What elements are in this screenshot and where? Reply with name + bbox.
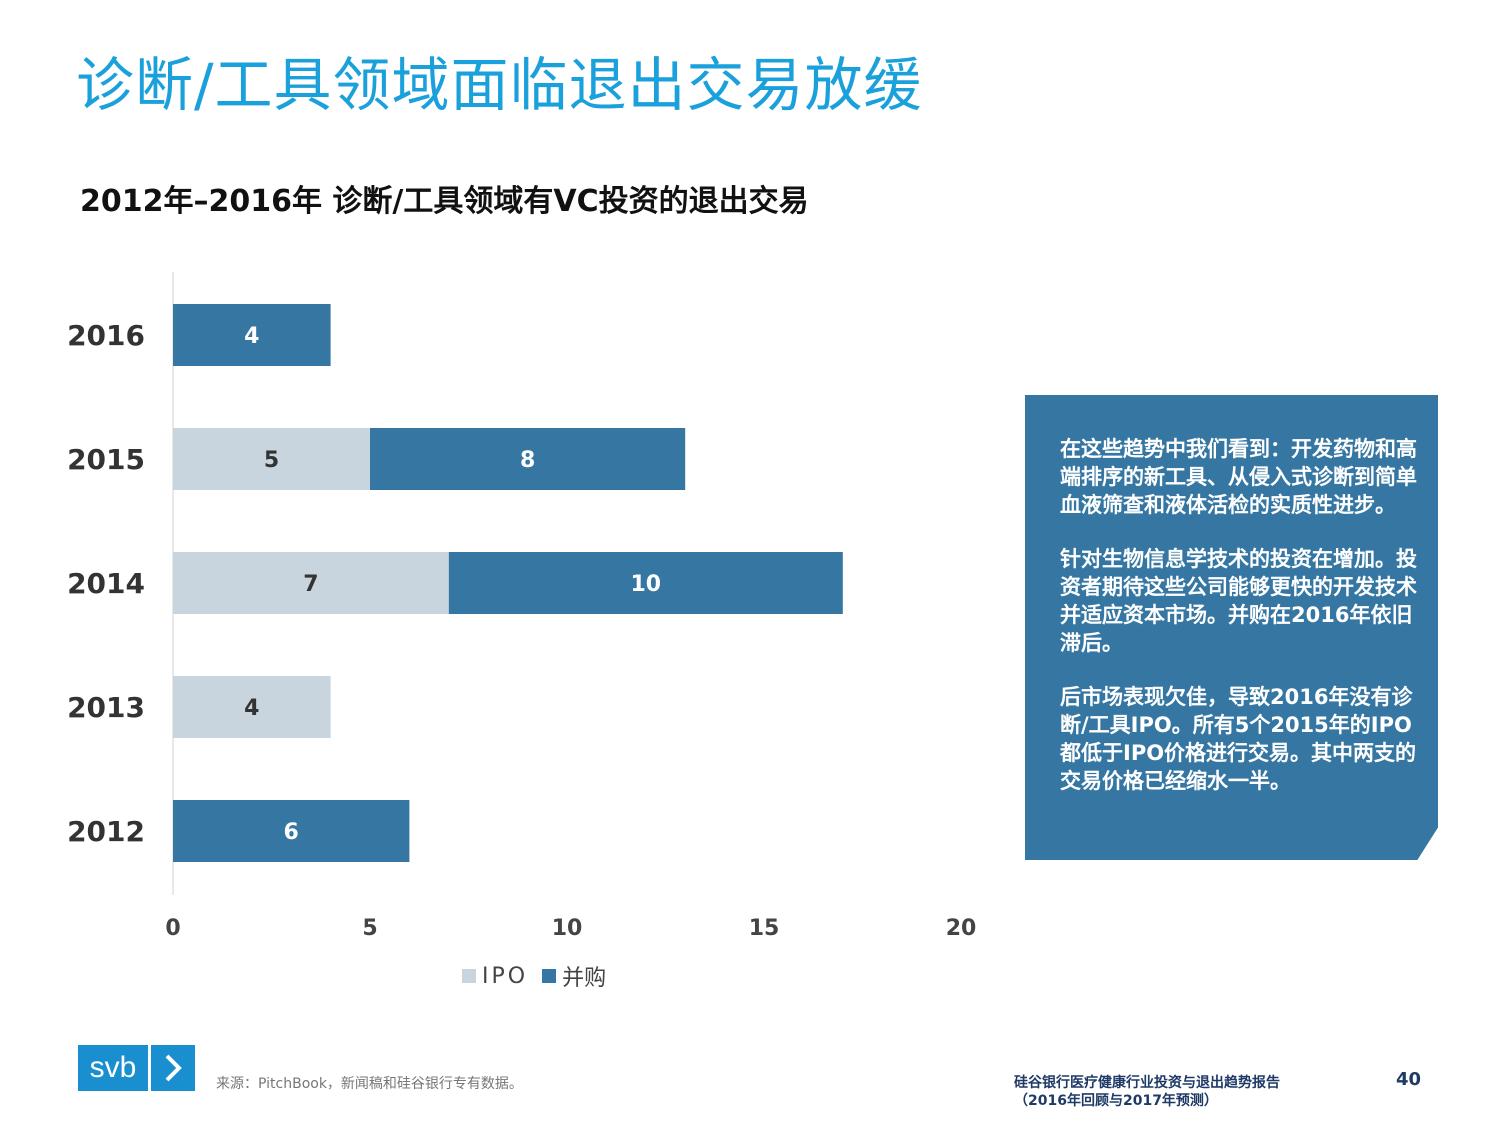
bar-ipo-2013 <box>173 676 331 738</box>
y-tick-label-2012: 2012 <box>67 815 145 848</box>
report-name-line1: 硅谷银行医疗健康行业投资与退出趋势报告 <box>1014 1075 1280 1091</box>
data-label-ma-2012: 6 <box>284 820 299 845</box>
y-tick-label-2014: 2014 <box>67 567 145 600</box>
legend-swatch-ma <box>542 969 557 983</box>
bar-ma-2016 <box>173 304 331 366</box>
page-number: 40 <box>1396 1069 1422 1090</box>
callout-paragraph-2: 针对生物信息学技术的投资在增加。投资者期待这些公司能够更快的开发技术并适应资本市… <box>1060 547 1417 655</box>
data-label-ma-2014: 10 <box>630 572 661 597</box>
source-note: 来源：PitchBook，新闻稿和硅谷银行专有数据。 <box>216 1076 523 1092</box>
legend-item-ma: 并购 <box>542 960 606 992</box>
bar-ma-2012 <box>173 800 410 862</box>
data-label-ipo-2014: 7 <box>303 572 318 597</box>
svb-logo: svb <box>78 1045 195 1091</box>
legend-label-ma: 并购 <box>562 966 607 991</box>
data-label-ipo-2015: 5 <box>264 448 279 473</box>
data-label-ma-2015: 8 <box>520 448 535 473</box>
page-title: 诊断/工具领域面临退出交易放缓 <box>76 51 923 119</box>
x-tick-label-5: 5 <box>362 916 377 941</box>
report-name: 硅谷银行医疗健康行业投资与退出趋势报告 （2016年回顾与2017年预测） <box>1014 1074 1324 1110</box>
bar-ipo-2014 <box>173 552 449 614</box>
y-tick-label-2013: 2013 <box>67 691 145 724</box>
data-label-ipo-2013: 4 <box>244 696 259 721</box>
bar-ma-2014 <box>448 552 843 614</box>
callout-paragraph-1: 在这些趋势中我们看到：开发药物和高端排序的新工具、从侵入式诊断到简单血液筛查和液… <box>1060 437 1417 517</box>
callout-box: 在这些趋势中我们看到：开发药物和高端排序的新工具、从侵入式诊断到简单血液筛查和液… <box>1025 395 1438 860</box>
logo-wordmark: svb <box>78 1045 148 1091</box>
x-tick-label-20: 20 <box>946 916 977 941</box>
x-tick-label-0: 0 <box>165 916 180 941</box>
x-tick-label-10: 10 <box>552 916 583 941</box>
y-tick-label-2015: 2015 <box>67 443 145 476</box>
report-name-line2: （2016年回顾与2017年预测） <box>1014 1093 1218 1109</box>
bar-ipo-2015 <box>173 428 370 490</box>
y-tick-label-2016: 2016 <box>67 319 145 352</box>
legend-swatch-ipo <box>462 969 476 983</box>
data-label-ma-2016: 4 <box>244 324 259 349</box>
x-tick-label-15: 15 <box>749 916 780 941</box>
legend-label-ipo: IPO <box>482 963 529 989</box>
callout-text: 在这些趋势中我们看到：开发药物和高端排序的新工具、从侵入式诊断到简单血液筛查和液… <box>1060 435 1420 821</box>
chart-legend: IPO 并购 <box>462 960 614 992</box>
bar-ma-2015 <box>370 428 686 490</box>
chevron-right-icon <box>151 1045 195 1091</box>
chart-title: 2012年–2016年 诊断/工具领域有VC投资的退出交易 <box>80 184 809 219</box>
callout-paragraph-3: 后市场表现欠佳，导致2016年没有诊断/工具IPO。所有5个2015年的IPO都… <box>1060 685 1417 793</box>
legend-item-ipo: IPO <box>462 964 528 989</box>
